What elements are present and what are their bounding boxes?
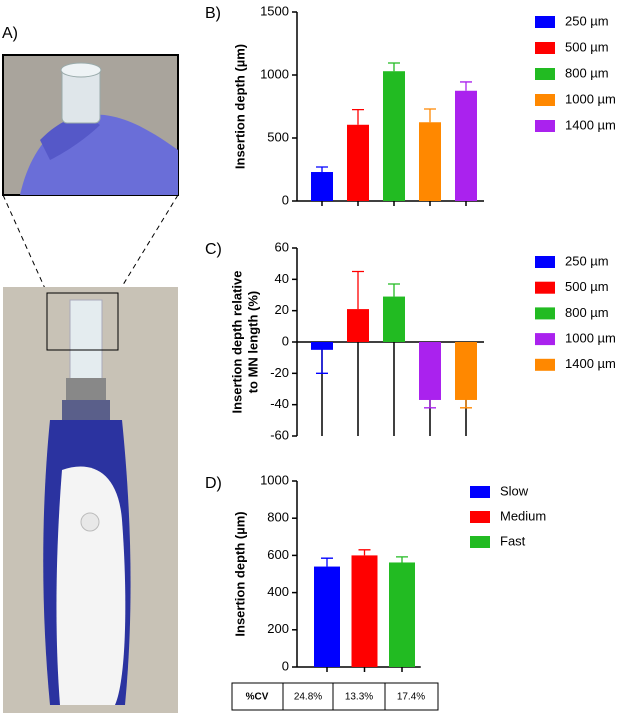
legend-label: 250 µm bbox=[565, 253, 609, 268]
bar bbox=[311, 172, 333, 201]
y-axis-label: Insertion depth (µm) bbox=[232, 511, 247, 636]
y-tick-label: -40 bbox=[270, 396, 289, 411]
legend-swatch bbox=[535, 16, 555, 28]
legend-swatch bbox=[535, 94, 555, 106]
error-bar bbox=[460, 399, 472, 409]
panel-label: A) bbox=[2, 25, 18, 42]
y-tick-label: 0 bbox=[282, 658, 289, 673]
legend-label: 500 µm bbox=[565, 39, 609, 54]
bar bbox=[383, 296, 405, 342]
bar bbox=[314, 566, 340, 667]
legend-label: 800 µm bbox=[565, 65, 609, 80]
legend-swatch bbox=[535, 42, 555, 54]
y-tick-label: 1000 bbox=[260, 66, 289, 81]
y-tick-label: 400 bbox=[267, 584, 289, 599]
y-tick-label: -60 bbox=[270, 427, 289, 442]
bar bbox=[311, 342, 333, 350]
legend-swatch bbox=[535, 358, 555, 371]
zoom-line bbox=[2, 194, 48, 294]
legend-label: Fast bbox=[500, 533, 526, 548]
y-tick-label: 60 bbox=[275, 239, 289, 254]
legend-swatch bbox=[470, 486, 490, 498]
error-bar bbox=[460, 81, 472, 91]
legend-swatch bbox=[535, 120, 555, 132]
bar bbox=[383, 71, 405, 201]
legend-swatch bbox=[470, 536, 490, 548]
legend-label: 1400 µm bbox=[565, 117, 616, 132]
panel-label: B) bbox=[205, 5, 221, 22]
error-bar bbox=[388, 62, 400, 72]
legend-label: Slow bbox=[500, 483, 529, 498]
panel-label: D) bbox=[205, 475, 222, 492]
panel-label: C) bbox=[205, 241, 222, 258]
error-bar bbox=[352, 270, 364, 310]
error-bar bbox=[358, 549, 371, 556]
legend-label: 250 µm bbox=[565, 13, 609, 28]
legend-swatch bbox=[535, 68, 555, 80]
error-bar bbox=[424, 399, 436, 409]
y-axis-label: Insertion depth relative bbox=[229, 270, 244, 413]
zoom-line bbox=[117, 194, 179, 294]
legend-swatch bbox=[535, 307, 555, 320]
legend-label: 1400 µm bbox=[565, 356, 616, 371]
table-cell: 24.8% bbox=[294, 692, 322, 703]
photo-pen bbox=[3, 287, 178, 713]
error-bar bbox=[316, 349, 328, 374]
y-tick-label: 0 bbox=[282, 192, 289, 207]
legend-label: Medium bbox=[500, 508, 546, 523]
legend-label: 1000 µm bbox=[565, 331, 616, 346]
legend-swatch bbox=[535, 281, 555, 294]
legend-label: 500 µm bbox=[565, 279, 609, 294]
bar bbox=[455, 342, 477, 400]
error-bar bbox=[316, 166, 328, 173]
y-tick-label: 0 bbox=[282, 333, 289, 348]
y-tick-label: 200 bbox=[267, 621, 289, 636]
legend-label: 1000 µm bbox=[565, 91, 616, 106]
cv-table: %CV 24.8% 13.3% 17.4% bbox=[231, 682, 439, 711]
legend-swatch bbox=[470, 511, 490, 523]
bar bbox=[455, 90, 477, 201]
y-axis-label: Insertion depth (µm) bbox=[232, 44, 247, 169]
bar bbox=[347, 124, 369, 201]
y-tick-label: -20 bbox=[270, 365, 289, 380]
y-tick-label: 20 bbox=[275, 302, 289, 317]
error-bar bbox=[388, 283, 400, 297]
y-tick-label: 1500 bbox=[260, 3, 289, 18]
y-tick-label: 600 bbox=[267, 547, 289, 562]
bar bbox=[351, 555, 378, 667]
legend-swatch bbox=[535, 333, 555, 346]
y-axis-label: to MN length (%) bbox=[245, 291, 260, 394]
photo-inset bbox=[2, 54, 179, 196]
error-bar bbox=[424, 108, 436, 123]
y-tick-label: 800 bbox=[267, 510, 289, 525]
error-bar bbox=[396, 556, 408, 563]
table-cell: 17.4% bbox=[397, 692, 425, 703]
legend-swatch bbox=[535, 256, 555, 268]
error-bar bbox=[321, 557, 333, 567]
table-header: %CV bbox=[246, 692, 269, 703]
bar bbox=[389, 562, 415, 667]
y-tick-label: 500 bbox=[267, 129, 289, 144]
table-cell: 13.3% bbox=[345, 692, 373, 703]
bar bbox=[419, 122, 441, 201]
y-tick-label: 1000 bbox=[260, 472, 289, 487]
error-bar bbox=[352, 109, 364, 125]
bar bbox=[347, 309, 369, 342]
legend-label: 800 µm bbox=[565, 305, 609, 320]
bar bbox=[419, 342, 441, 400]
y-tick-label: 40 bbox=[275, 271, 289, 286]
